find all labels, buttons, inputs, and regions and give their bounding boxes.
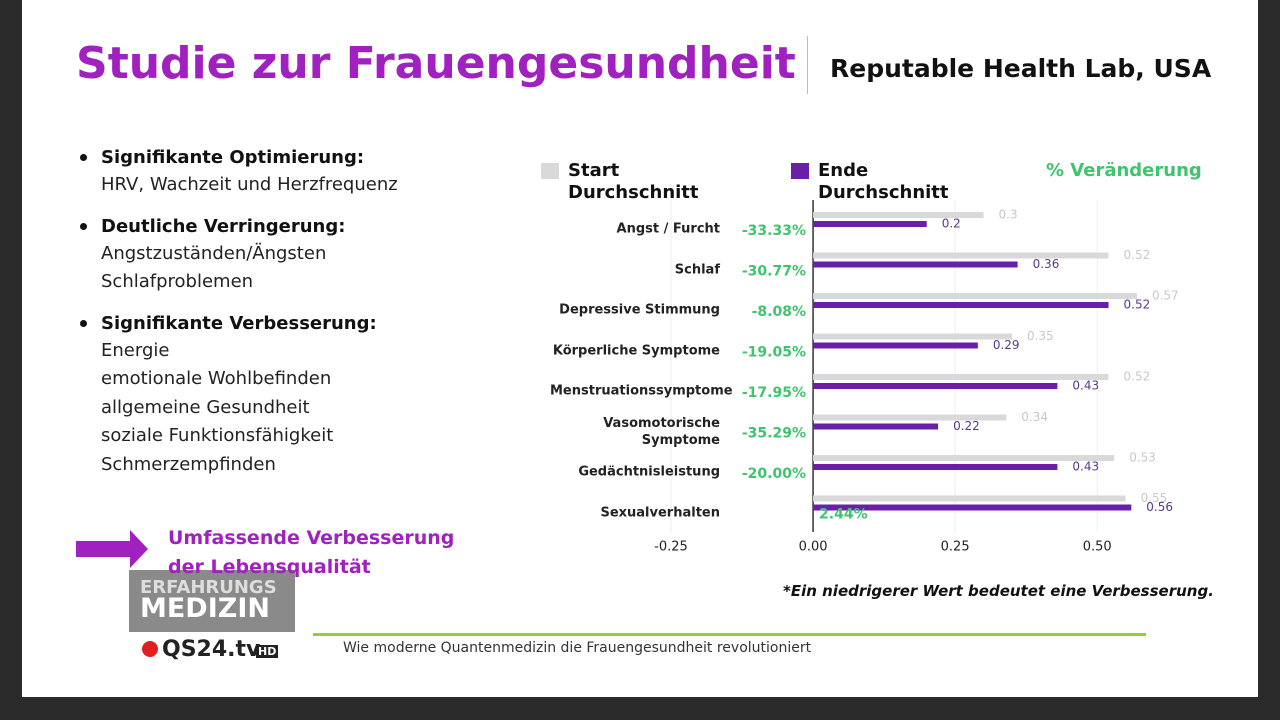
subtitle: Reputable Health Lab, USA xyxy=(830,54,1212,83)
bar xyxy=(813,383,1058,389)
value-label: 0.53 xyxy=(1129,451,1156,465)
change-label: -20.00% xyxy=(742,466,806,482)
category-label: Körperliche Symptome xyxy=(552,343,720,358)
category-label: Gedächtnisleistung xyxy=(578,464,720,480)
change-label: -8.08% xyxy=(752,304,806,320)
bullet-heading: Signifikante Optimierung: xyxy=(101,147,365,168)
caption: Wie moderne Quantenmedizin die Frauenges… xyxy=(343,640,812,656)
bullet-dot xyxy=(80,319,87,327)
bar xyxy=(813,252,1109,259)
logo-badge: HD xyxy=(256,645,279,658)
bar xyxy=(813,212,984,218)
bullet-line: Schlafproblemen xyxy=(101,271,254,292)
bullet-line: allgemeine Gesundheit xyxy=(101,396,310,418)
bullet-item: Signifikante Optimierung: HRV, Wachzeit u… xyxy=(78,145,498,200)
bar xyxy=(813,455,1115,461)
bar xyxy=(813,464,1058,470)
logo-line2: MEDIZIN xyxy=(140,593,270,624)
value-label: 0.52 xyxy=(1124,298,1151,312)
bullet-line: Angstzuständen/Ängsten xyxy=(101,242,327,264)
change-label: -33.33% xyxy=(742,223,806,239)
legend-swatch xyxy=(791,163,809,179)
value-label: 0.3 xyxy=(999,208,1018,222)
bullet-heading: Signifikante Verbesserung: xyxy=(101,312,377,334)
bar xyxy=(813,293,1137,299)
bar xyxy=(813,423,939,430)
bullet-dot xyxy=(80,154,87,161)
change-label: -35.29% xyxy=(742,426,806,442)
value-label: 0.56 xyxy=(1146,500,1173,514)
value-label: 0.43 xyxy=(1072,379,1099,393)
x-tick-label: 0.50 xyxy=(1083,540,1112,555)
bullet-line: emotionale Wohlbefinden xyxy=(101,368,332,389)
bar xyxy=(813,374,1109,380)
bar xyxy=(813,221,927,227)
title: Studie zur Frauengesundheit xyxy=(76,38,796,89)
value-label: 0.43 xyxy=(1072,460,1099,474)
bar xyxy=(813,302,1109,308)
legend-swatch xyxy=(541,163,559,179)
value-label: 0.22 xyxy=(953,419,980,433)
bar xyxy=(813,504,1132,511)
arrow xyxy=(76,530,148,568)
bullet-line: Energie xyxy=(101,339,170,361)
value-label: 0.52 xyxy=(1124,370,1151,384)
value-label: 0.29 xyxy=(993,338,1020,352)
bullet-item: Deutliche Verringerung: Angstzuständen/Än… xyxy=(78,214,498,297)
logo-brand: QS24.tv xyxy=(162,637,261,662)
divider xyxy=(807,36,808,94)
category-label: Menstruationssymptome xyxy=(550,383,733,399)
value-label: 0.55 xyxy=(1141,491,1168,505)
logo-panel xyxy=(129,570,295,632)
change-header: % Veränderung xyxy=(1046,160,1202,181)
bullet-list: Signifikante Optimierung: HRV, Wachzeit u… xyxy=(78,145,498,493)
x-tick-label: 0.00 xyxy=(799,540,828,555)
bullet-line: HRV, Wachzeit und Herzfrequenz xyxy=(101,174,398,195)
legend-label: Ende Durchschnitt xyxy=(818,160,949,203)
change-label: 2.44% xyxy=(819,507,868,523)
legend-label: Start Durchschnitt xyxy=(568,160,699,203)
value-label: 0.36 xyxy=(1033,257,1060,271)
bar xyxy=(813,414,1007,421)
bar xyxy=(813,342,978,349)
logo-line1: ERFAHRUNGS xyxy=(140,577,277,598)
x-tick-label: -0.25 xyxy=(654,540,688,555)
value-label: 0.34 xyxy=(1021,410,1048,424)
value-label: 0.52 xyxy=(1124,248,1151,262)
bullet-line: soziale Funktionsfähigkeit xyxy=(101,425,334,446)
category-label: Sexualverhalten xyxy=(600,505,720,520)
category-label: Schlaf xyxy=(674,262,720,277)
caption-rule xyxy=(313,633,1146,636)
bullet-line: Schmerzempfinden xyxy=(101,453,276,475)
change-label: -19.05% xyxy=(742,345,806,361)
bullet-item: Signifikante Verbesserung: Energie emotion… xyxy=(78,311,498,480)
bullet-heading: Deutliche Verringerung: xyxy=(101,215,346,237)
value-label: 0.2 xyxy=(942,217,961,231)
value-label: 0.57 xyxy=(1152,289,1179,303)
footnote: *Ein niedrigerer Wert bedeutet eine Verb… xyxy=(783,582,1214,600)
category-label: Angst / Furcht xyxy=(616,221,720,237)
bar xyxy=(813,261,1018,268)
logo-cross xyxy=(142,641,158,657)
change-label: -30.77% xyxy=(742,264,806,280)
change-label: -17.95% xyxy=(742,385,806,401)
bar xyxy=(813,333,1012,340)
category-label: Vasomotorische Symptome xyxy=(603,415,720,448)
x-tick-label: 0.25 xyxy=(941,540,970,555)
conclusion: Umfassende Verbesserung der Lebensqualit… xyxy=(168,527,455,578)
value-label: 0.35 xyxy=(1027,329,1054,343)
bullet-dot xyxy=(80,222,87,230)
category-label: Depressive Stimmung xyxy=(559,302,720,318)
bar xyxy=(813,495,1126,502)
